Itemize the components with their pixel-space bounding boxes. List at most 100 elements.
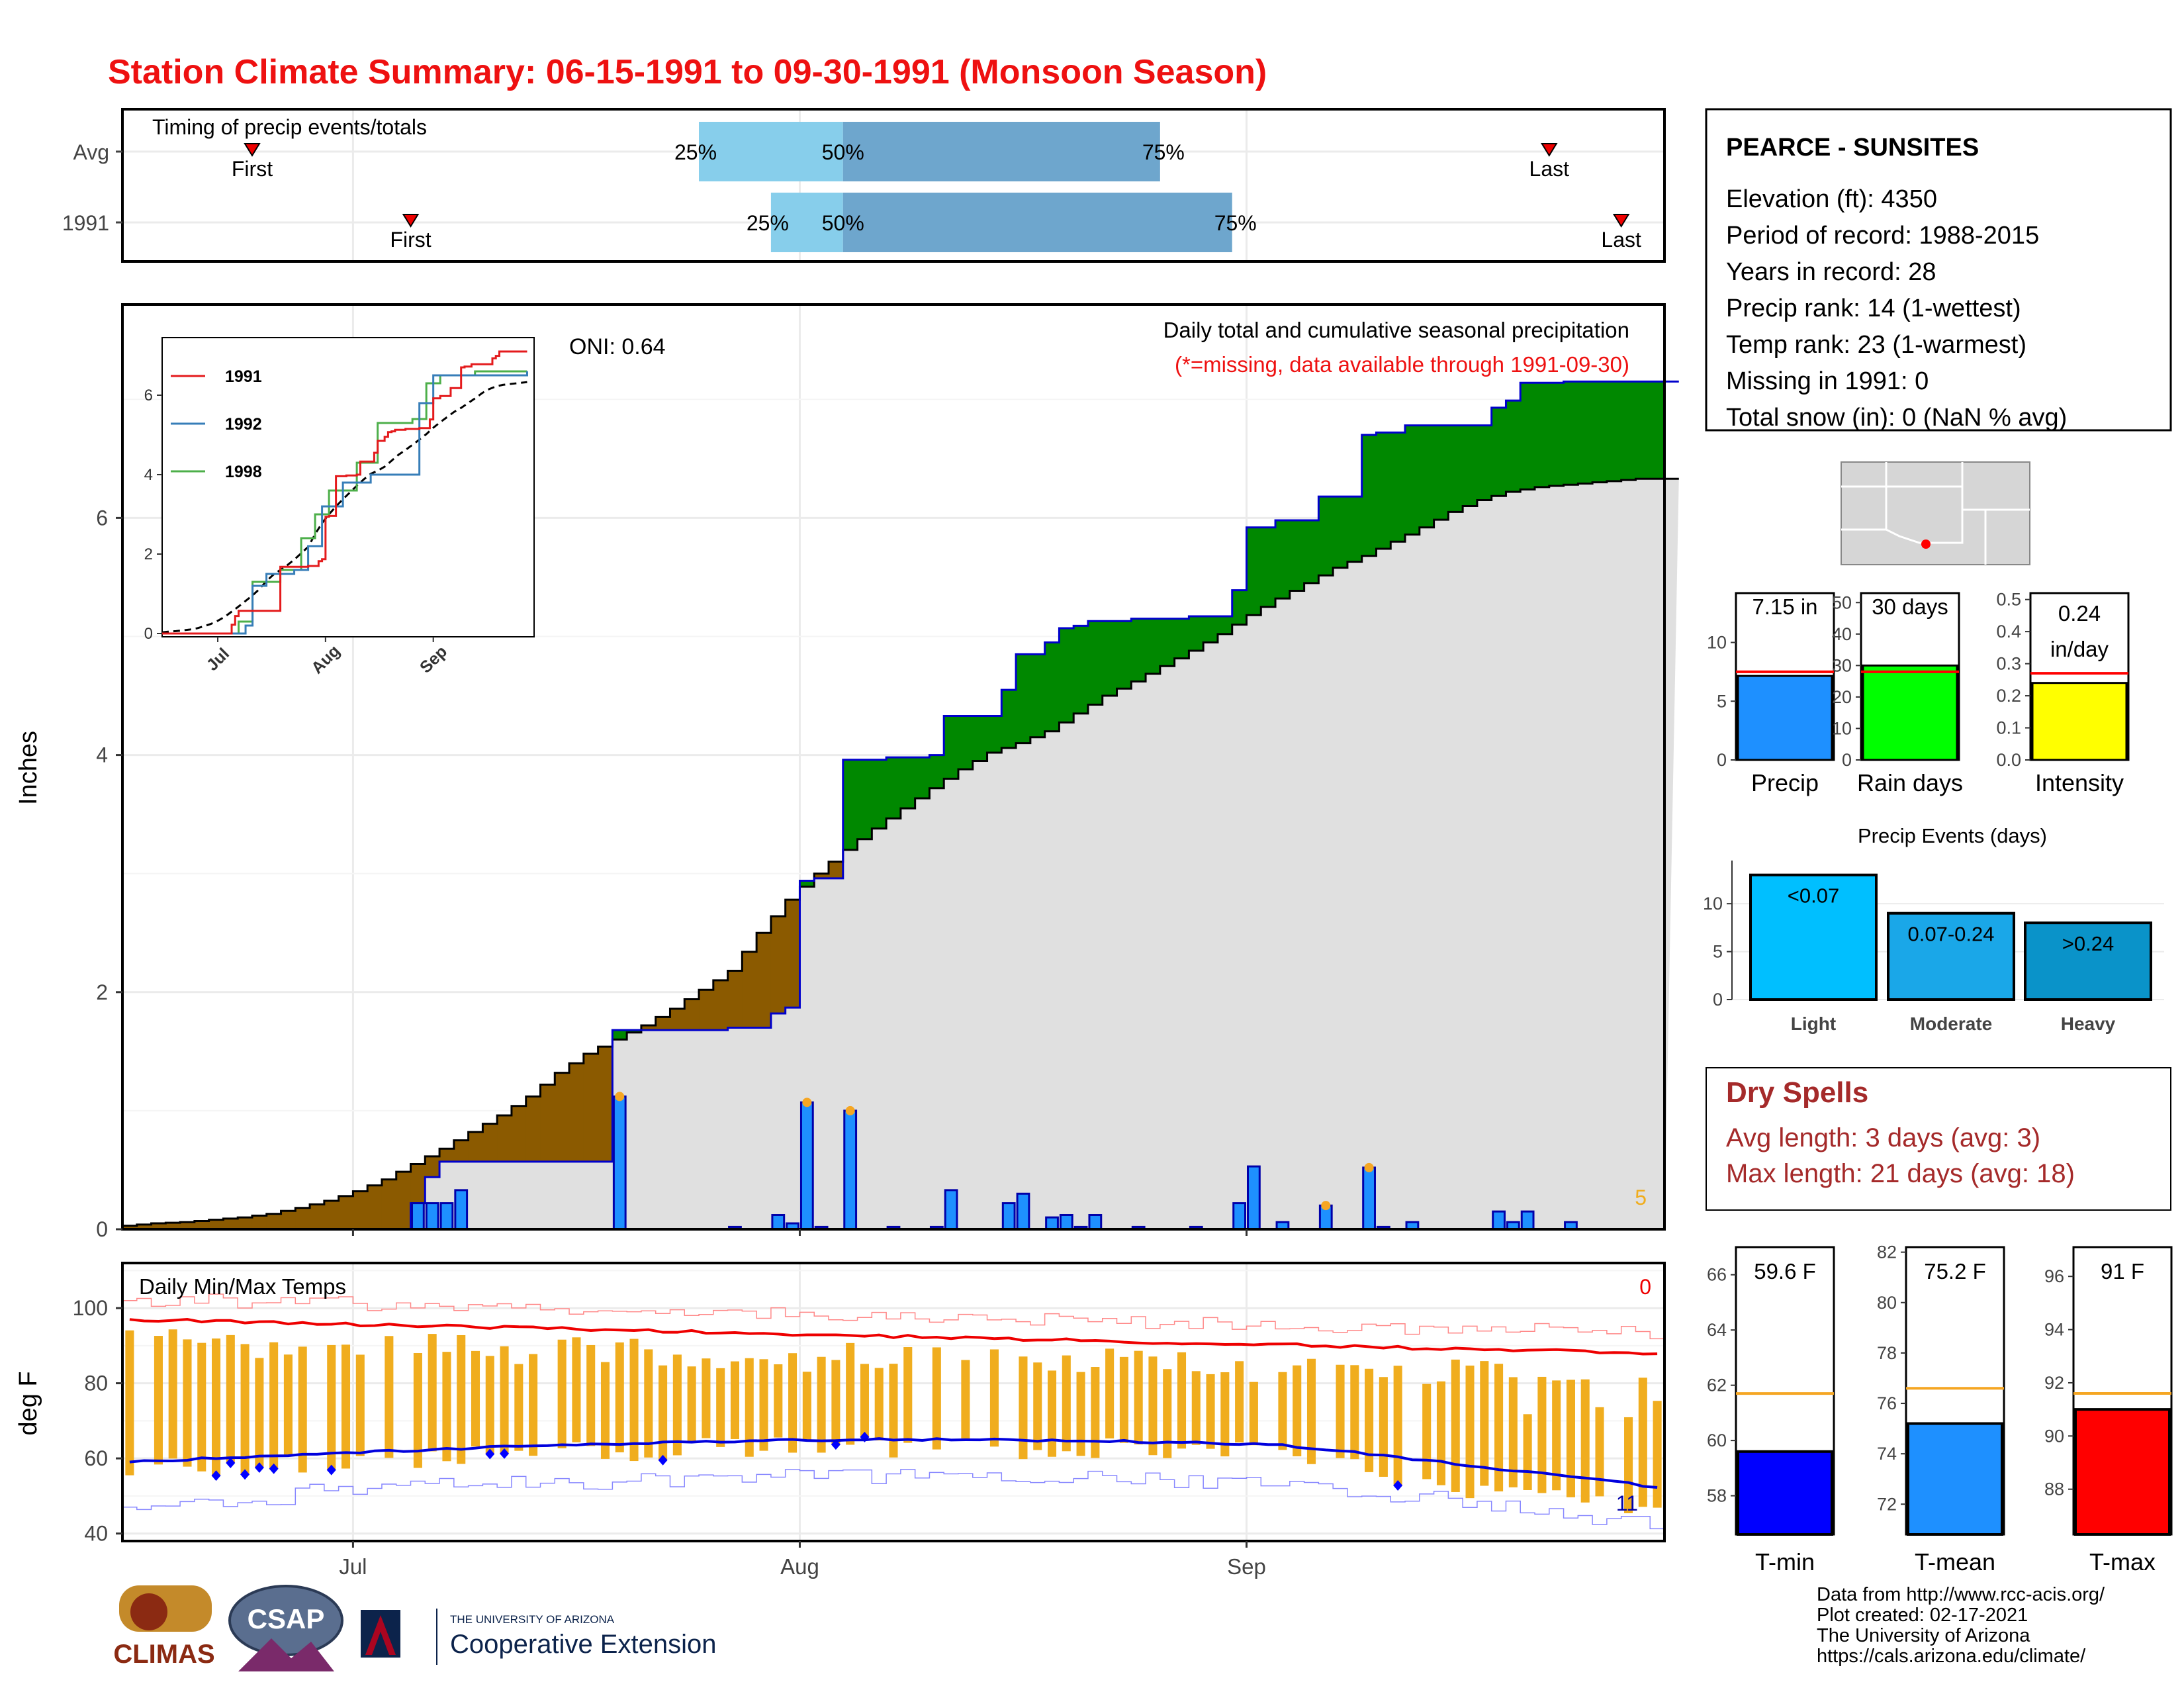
temp-bar-tick-label: 72 [1877,1494,1897,1514]
precip-surplus-segment [1376,432,1391,549]
precip-deficit-segment [670,1008,685,1031]
daily-temp-range-bar [154,1336,163,1465]
precip-surplus-segment [1275,520,1291,599]
summary-bar-fill [1862,664,1958,761]
precip-ytick-label: 6 [96,506,108,530]
daily-temp-range-bar [600,1362,610,1459]
precip-deficit-segment [511,1105,527,1162]
daily-temp-range-bar [1653,1401,1662,1508]
daily-temp-range-bar [1638,1378,1647,1507]
month-label: Aug [780,1554,819,1579]
precip-surplus-segment [1217,616,1233,634]
temp-bar-tick-label: 58 [1707,1486,1727,1506]
events-bar-label: 0.07-0.24 [1908,923,1995,946]
station-info-frame [1705,108,2172,432]
precip-surplus-segment [1102,621,1118,696]
daily-temp-range-bar [1480,1361,1489,1486]
temp-bar-fill [2074,1408,2171,1536]
daily-precip-bar [1045,1216,1059,1231]
summary-bar-tick-label: 10 [1707,633,1727,653]
timing-last-marker [1541,143,1558,157]
events-bar [1749,873,1878,1001]
precip-deficit-segment [238,1217,253,1229]
precip-surplus-segment [1087,621,1103,705]
daily-temp-range-bar [1451,1359,1460,1492]
precip-deficit-segment [324,1201,340,1229]
footer: CLIMAS CSAP THE UNIVERSITY OF ARIZONA Co… [113,1584,2105,1671]
daily-temp-range-bar [1220,1372,1230,1457]
precip-deficit-segment [396,1172,412,1229]
precip-surplus-segment [1535,383,1550,487]
daily-temp-range-bar [1091,1367,1100,1458]
precip-surplus-segment [972,716,988,761]
inset-legend-label: 1991 [225,367,262,386]
temp-grid [122,1263,1664,1541]
daily-precip-bar [454,1189,469,1231]
daily-temp-range-bar [1624,1417,1633,1513]
daily-precip-bar [799,1101,814,1231]
timing-row-label: Avg [73,140,109,164]
station-lines: Elevation (ft): 4350 Period of record: 19… [1726,185,2067,432]
temp-count-bottom: 11 [1616,1491,1638,1515]
dry-spells-frame [1706,1067,2171,1211]
avg-min-temp-line [129,1437,1658,1489]
summary-bar-tick-label: 5 [1717,691,1727,711]
record-low-marker [485,1448,495,1460]
daily-temp-range-bar [269,1342,279,1469]
precip-deficit-segment [367,1185,383,1229]
daily-temp-range-bar [255,1358,264,1468]
daily-temp-range-bar [1336,1364,1345,1458]
precip-surplus-segment [944,716,959,779]
inset-frame [161,337,535,637]
summary-bar-tick-label: 0.3 [1996,654,2021,674]
daily-temp-range-bar [183,1339,192,1467]
precip-surplus-segment [1477,425,1492,500]
summary-bar-tick-label: 0.1 [1996,718,2021,738]
summary-bar-tick-label: 0 [1842,750,1852,770]
daily-temp-range-bar [1393,1366,1402,1486]
precip-deficit-segment [713,980,729,1031]
precip-events-title: Precip Events (days) [1858,824,2047,847]
record-low-marker [226,1457,236,1468]
daily-precip-bars [411,1092,1578,1231]
daily-temp-range-bar [903,1347,913,1443]
events-bar [2024,921,2152,1002]
precip-surplus-segment [1491,407,1507,496]
daily-temp-range-bar [1191,1371,1201,1445]
daily-temp-range-bar [1566,1380,1575,1497]
daily-temp-range-bar [745,1358,754,1457]
daily-temp-range-bar [759,1359,768,1451]
temp-bar-tick-label: 90 [2044,1426,2064,1446]
location-map [1841,461,2030,565]
daily-temp-range-bar [500,1346,509,1454]
csap-logo-text: CSAP [248,1603,325,1634]
dry-spells-max: Max length: 21 days (avg: 18) [1726,1159,2075,1188]
timing-first-label: First [390,228,431,252]
precip-surplus-segment [1189,616,1204,651]
daily-temp-range-bar [514,1364,523,1451]
month-label: Sep [1227,1554,1266,1579]
daily-temp-range-bar [860,1364,869,1437]
timing-bar-25-50 [699,122,843,181]
daily-precip-bar [1088,1214,1103,1231]
summary-bar-name: Rain days [1857,769,1963,796]
daily-temp-range-bar [240,1344,250,1475]
station-name: PEARCE - SUNSITES [1726,134,1979,162]
daily-precip-bar [1001,1202,1016,1231]
precip-surplus-segment [1463,425,1478,506]
precip-surplus-segment [1261,527,1276,607]
daily-temp-range-bar [471,1350,480,1447]
daily-temp-range-bar [355,1354,365,1456]
precip-deficit-segment [180,1222,195,1229]
precip-surplus-segment [1146,618,1161,674]
precip-deficit-segment [338,1196,354,1229]
station-info-line: Period of record: 1988-2015 [1726,222,2039,250]
daily-temp-range-bar [212,1338,221,1476]
temp-axes: 40 60 80 100 Jul Aug Sep [73,1296,1266,1579]
precip-deficit-segment [310,1204,325,1229]
precip-surplus-segment [1246,527,1261,616]
daily-temp-range-bar [1523,1414,1532,1490]
daily-temp-range-bar [557,1339,567,1448]
cumulative-avg-line [122,477,1679,1227]
